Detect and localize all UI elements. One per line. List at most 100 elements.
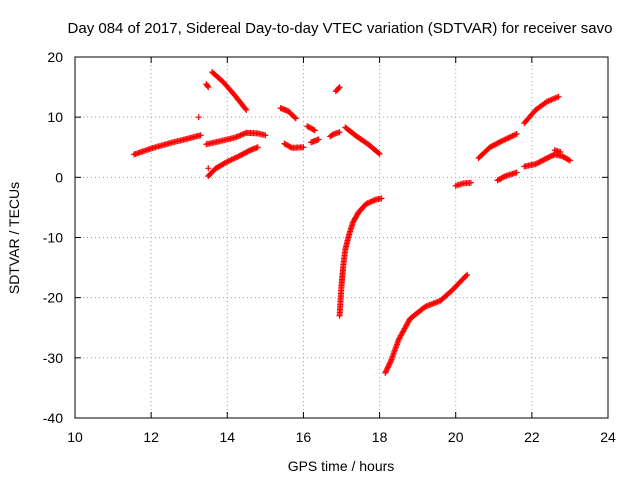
data-points	[131, 69, 573, 376]
x-tick-label: 20	[448, 429, 464, 445]
data-point	[384, 365, 391, 372]
data-point	[370, 197, 377, 204]
data-point	[311, 127, 318, 134]
data-series-segment	[521, 93, 562, 127]
plot-frame	[74, 56, 609, 419]
chart-title: Day 084 of 2017, Sidereal Day-to-day VTE…	[68, 20, 613, 37]
data-point	[205, 165, 212, 172]
data-point	[467, 179, 474, 186]
data-point	[386, 360, 393, 367]
data-point	[195, 114, 202, 121]
data-point	[254, 144, 261, 151]
data-series-segment	[475, 131, 520, 162]
data-point	[510, 132, 517, 139]
data-series-segment	[277, 105, 299, 122]
data-point	[512, 131, 519, 138]
data-series-segment	[304, 123, 318, 134]
data-point	[363, 200, 370, 207]
data-point	[506, 134, 513, 141]
data-point	[464, 271, 471, 278]
data-series-segment	[131, 132, 204, 158]
x-axis-label: GPS time / hours	[288, 458, 395, 474]
data-point	[382, 369, 389, 376]
data-series-segment	[203, 129, 269, 148]
data-point	[368, 198, 375, 205]
data-point	[500, 173, 507, 180]
y-tick-label: 0	[55, 169, 63, 185]
data-series-segment	[336, 195, 385, 319]
data-point	[382, 368, 389, 375]
data-point	[371, 197, 378, 204]
data-point	[498, 138, 505, 145]
data-series-segment	[205, 144, 261, 180]
y-tick-label: 10	[47, 109, 63, 125]
y-tick-label: -20	[43, 290, 63, 306]
data-point	[503, 135, 510, 142]
data-point	[336, 129, 343, 136]
x-tick-label: 16	[296, 429, 312, 445]
data-series-segment	[195, 114, 202, 121]
data-point	[365, 199, 372, 206]
data-point	[387, 359, 394, 366]
data-point	[329, 131, 336, 138]
data-point	[505, 134, 512, 141]
data-point	[513, 131, 520, 138]
data-point	[310, 126, 317, 133]
data-point	[205, 84, 212, 91]
data-point	[292, 115, 299, 122]
data-point	[508, 133, 515, 140]
data-point	[513, 169, 520, 176]
x-tick-label: 18	[372, 429, 388, 445]
data-point	[463, 272, 470, 279]
y-tick-label: -30	[43, 350, 63, 366]
data-point	[315, 136, 322, 143]
y-tick-label: -40	[43, 410, 63, 426]
data-point	[376, 150, 383, 157]
data-series-segment	[551, 147, 564, 156]
y-axis-label: SDTVAR / TECUs	[6, 182, 22, 294]
data-point	[262, 132, 269, 139]
data-point	[364, 200, 371, 207]
x-tick-label: 14	[219, 429, 235, 445]
data-series-segment	[205, 165, 212, 172]
data-point	[242, 105, 249, 112]
data-series-segment	[342, 124, 383, 157]
data-point	[197, 132, 204, 139]
data-series-segment	[308, 136, 322, 146]
data-point	[243, 106, 250, 113]
data-point	[497, 138, 504, 145]
x-tick-label: 12	[143, 429, 159, 445]
data-point	[378, 195, 385, 202]
data-point	[509, 132, 516, 139]
y-tick-label: -10	[43, 230, 63, 246]
grid-layer	[75, 57, 608, 418]
data-series-segment	[209, 69, 250, 113]
data-point	[566, 157, 573, 164]
data-point	[300, 144, 307, 151]
data-point	[386, 361, 393, 368]
data-series-segment	[203, 81, 212, 91]
x-tick-label: 24	[600, 429, 616, 445]
x-tick-label: 22	[524, 429, 540, 445]
data-series-segment	[452, 179, 474, 189]
data-point	[499, 137, 506, 144]
data-point	[385, 363, 392, 370]
data-point	[501, 136, 508, 143]
y-tick-label: 20	[47, 49, 63, 65]
data-point	[557, 149, 564, 156]
data-series-segment	[327, 129, 343, 140]
data-series-segment	[521, 151, 573, 170]
data-series-segment	[281, 140, 307, 151]
data-series-segment	[382, 271, 471, 376]
data-point	[502, 136, 509, 143]
data-point	[375, 149, 382, 156]
data-point	[367, 199, 374, 206]
data-point	[383, 367, 390, 374]
data-series-segment	[332, 84, 343, 95]
data-point	[336, 84, 343, 91]
data-point	[565, 156, 572, 163]
tick-layer: 10 12 14 16 18 20 22 24 20 10 0 -10 -20 -30 -40	[43, 49, 616, 445]
x-tick-label: 10	[67, 429, 83, 445]
data-point	[555, 93, 562, 100]
